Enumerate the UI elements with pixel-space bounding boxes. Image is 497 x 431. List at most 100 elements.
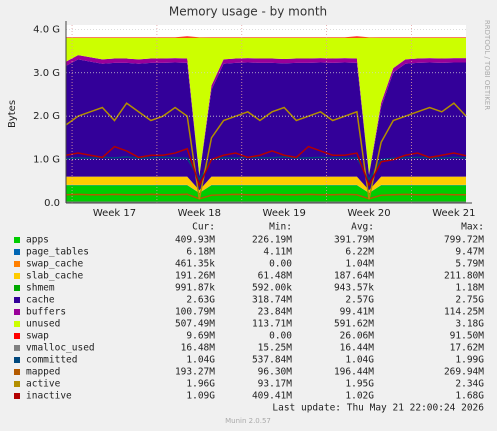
legend-label: buffers	[26, 307, 66, 318]
stat-header: Max:	[461, 222, 484, 233]
legend-swatch	[14, 345, 20, 351]
y-tick-label: 2.0 G	[33, 111, 60, 122]
legend-stat: 211.80M	[444, 271, 484, 282]
legend-stat: 507.49M	[175, 319, 215, 330]
line	[65, 193, 466, 200]
legend-stat: 191.26M	[175, 271, 215, 282]
legend-stat: 9.69M	[186, 331, 215, 342]
x-tick-label: Week 19	[263, 208, 306, 219]
legend-stat: 591.62M	[334, 319, 374, 330]
legend-swatch	[14, 249, 20, 255]
legend-stat: 1.95G	[345, 379, 374, 390]
area	[66, 36, 466, 38]
legend-stat: 799.72M	[444, 235, 484, 246]
chart-title: Memory usage - by month	[169, 5, 327, 19]
legend-label: vmalloc_used	[26, 343, 95, 354]
legend-stat: 100.79M	[175, 307, 215, 318]
legend-stat: 2.75G	[455, 295, 484, 306]
y-tick-label: 4.0 G	[33, 24, 60, 35]
legend-label: mapped	[26, 367, 60, 378]
legend-stat: 592.00k	[252, 283, 292, 294]
legend-stat: 409.41M	[252, 391, 292, 402]
legend-stat: 1.04G	[345, 355, 374, 366]
legend-stat: 4.11M	[263, 247, 292, 258]
area	[66, 55, 466, 177]
version: Munin 2.0.57	[225, 417, 271, 425]
legend-stat: 6.18M	[186, 247, 215, 258]
legend-stat: 2.57G	[345, 295, 374, 306]
y-tick-label: 3.0 G	[33, 68, 60, 79]
legend-swatch	[14, 273, 20, 279]
legend-label: page_tables	[26, 247, 89, 258]
legend-stat: 226.19M	[252, 235, 292, 246]
legend-stat: 0.00	[269, 259, 292, 270]
legend-stat: 2.63G	[186, 295, 215, 306]
legend-stat: 26.06M	[340, 331, 375, 342]
legend-stat: 193.27M	[175, 367, 215, 378]
area	[66, 59, 466, 191]
legend-stat: 23.84M	[258, 307, 293, 318]
legend-label: active	[26, 379, 61, 390]
area	[66, 176, 466, 191]
legend-stat: 943.57k	[334, 283, 374, 294]
legend-label: apps	[26, 235, 49, 246]
legend-stat: 1.99G	[455, 355, 484, 366]
legend-stat: 409.93M	[175, 235, 215, 246]
legend-label: cache	[26, 295, 55, 306]
legend-stat: 93.17M	[258, 379, 293, 390]
legend-stat: 1.96G	[186, 379, 215, 390]
legend-stat: 91.50M	[450, 331, 485, 342]
legend-stat: 15.25M	[258, 343, 293, 354]
stat-header: Avg:	[351, 222, 374, 233]
legend-stat: 2.34G	[455, 379, 484, 390]
legend-stat: 96.30M	[258, 367, 293, 378]
line	[65, 145, 467, 188]
legend-stat: 5.79M	[455, 259, 484, 270]
legend-stat: 17.62M	[450, 343, 485, 354]
legend-stat: 391.79M	[334, 235, 374, 246]
legend-swatch	[14, 285, 20, 291]
legend-stat: 1.09G	[186, 391, 215, 402]
legend-stat: 187.64M	[334, 271, 374, 282]
x-tick-label: Week 20	[347, 208, 390, 219]
legend-stat: 6.22M	[345, 247, 374, 258]
line	[65, 102, 467, 200]
legend-stat: 3.18G	[455, 319, 484, 330]
legend-swatch	[14, 237, 20, 243]
legend-stat: 99.41M	[340, 307, 375, 318]
area	[66, 184, 466, 194]
legend-swatch	[14, 261, 20, 267]
legend-swatch	[14, 309, 20, 315]
legend-stat: 1.04G	[186, 355, 215, 366]
x-tick-label: Week 21	[432, 208, 475, 219]
legend-stat: 9.47M	[455, 247, 484, 258]
legend-stat: 1.68G	[455, 391, 484, 402]
legend-stat: 114.25M	[444, 307, 484, 318]
legend-swatch	[14, 297, 20, 303]
y-tick-label: 1.0 G	[33, 155, 60, 166]
legend-stat: 461.35k	[175, 259, 215, 270]
legend-stat: 318.74M	[252, 295, 292, 306]
stat-header: Cur:	[192, 222, 215, 233]
legend-label: swap_cache	[26, 259, 83, 270]
legend-stat: 0.00	[269, 331, 292, 342]
legend-stat: 16.44M	[340, 343, 375, 354]
legend-stat: 269.94M	[444, 367, 484, 378]
x-tick-label: Week 17	[93, 208, 136, 219]
last-update: Last update: Thu May 21 22:00:24 2026	[272, 403, 484, 414]
y-axis-label: Bytes	[7, 100, 18, 128]
legend-stat: 1.18M	[455, 283, 484, 294]
x-tick-label: Week 18	[178, 208, 221, 219]
area	[66, 37, 466, 176]
legend-stat: 991.87k	[175, 283, 215, 294]
legend-label: slab_cache	[26, 271, 83, 282]
legend-stat: 196.44M	[334, 367, 374, 378]
legend-swatch	[14, 369, 20, 375]
legend-swatch	[14, 321, 20, 327]
legend-label: inactive	[26, 391, 72, 402]
legend-label: shmem	[26, 283, 55, 294]
legend-stat: 537.84M	[252, 355, 292, 366]
legend-label: swap	[26, 331, 49, 342]
legend-swatch	[14, 357, 20, 363]
